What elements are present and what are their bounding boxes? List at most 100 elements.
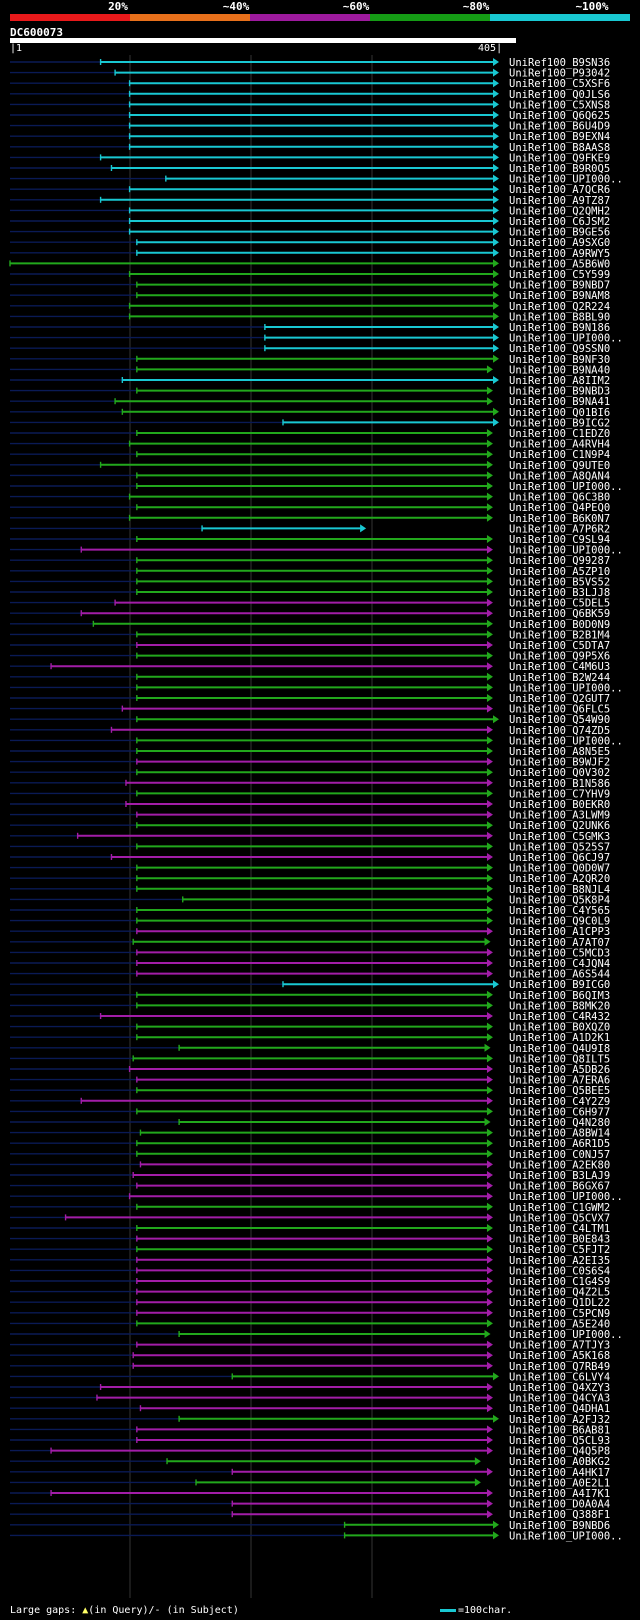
hit-row[interactable]: UniRef100_C5DTA7 [10,640,610,652]
hit-label[interactable]: UniRef100_Q525S7 [509,841,610,853]
hit-row[interactable]: UniRef100_B9N186 [10,322,610,334]
hit-label[interactable]: UniRef100_C6H977 [509,1106,610,1118]
hit-row[interactable]: UniRef100_C6LVY4 [10,1371,610,1383]
hit-label[interactable]: UniRef100_UPI000.. [509,1530,623,1542]
hit-row[interactable]: UniRef100_A5DB26 [10,1064,610,1076]
hit-row[interactable]: UniRef100_B9NF30 [10,354,610,366]
hit-row[interactable]: UniRef100_Q4XZY3 [10,1382,610,1394]
hit-label[interactable]: UniRef100_P93042 [509,68,610,80]
hit-row[interactable]: UniRef100_Q388F1 [10,1509,610,1521]
hit-row[interactable]: UniRef100_UPI000.. [10,545,623,557]
hit-label[interactable]: UniRef100_C4Y2Z9 [509,1096,610,1108]
hit-label[interactable]: UniRef100_C4Y565 [509,905,610,917]
hit-label[interactable]: UniRef100_Q5CVX7 [509,1212,610,1224]
hit-label[interactable]: UniRef100_A3LWM9 [509,810,610,822]
hit-row[interactable]: UniRef100_A7ERA6 [10,1075,610,1087]
hit-label[interactable]: UniRef100_C5XSF6 [509,78,610,90]
hit-row[interactable]: UniRef100_B9NAM8 [10,290,610,302]
hit-row[interactable]: UniRef100_A4HK17 [10,1467,610,1479]
hit-label[interactable]: UniRef100_A2EK80 [509,1159,610,1171]
hit-row[interactable]: UniRef100_B0E843 [10,1234,610,1246]
hit-label[interactable]: UniRef100_Q9P5X6 [509,651,610,663]
hit-label[interactable]: UniRef100_Q2QMH2 [509,205,610,217]
hit-label[interactable]: UniRef100_B9EXN4 [509,131,610,143]
hit-label[interactable]: UniRef100_A8N5E5 [509,746,610,758]
hit-label[interactable]: UniRef100_A9SXG0 [509,237,610,249]
hit-row[interactable]: UniRef100_A1D2K1 [10,1032,610,1044]
hit-label[interactable]: UniRef100_C4JQN4 [509,958,610,970]
hit-label[interactable]: UniRef100_UPI000.. [509,735,623,747]
hit-label[interactable]: UniRef100_B9ICG0 [509,979,610,991]
hit-label[interactable]: UniRef100_A2FJ32 [509,1414,610,1426]
hit-label[interactable]: UniRef100_Q9SSN0 [509,343,610,355]
hit-label[interactable]: UniRef100_C5MCD3 [509,947,610,959]
hit-label[interactable]: UniRef100_Q6BK59 [509,608,610,620]
hit-label[interactable]: UniRef100_B0D0N9 [509,619,610,631]
hit-label[interactable]: UniRef100_B8BL90 [509,311,610,323]
hit-label[interactable]: UniRef100_Q0D0W7 [509,863,610,875]
hit-label[interactable]: UniRef100_Q2R224 [509,301,610,313]
hit-row[interactable]: UniRef100_Q7RB49 [10,1361,610,1373]
hit-label[interactable]: UniRef100_C5DEL5 [509,598,610,610]
hit-row[interactable]: UniRef100_Q54W90 [10,714,610,726]
hit-row[interactable]: UniRef100_C6JSM2 [10,216,610,228]
hit-row[interactable]: UniRef100_UPI000.. [10,1329,623,1341]
hit-label[interactable]: UniRef100_Q4CYA3 [509,1393,610,1405]
hit-row[interactable]: UniRef100_B0XQZ0 [10,1022,610,1034]
hit-row[interactable]: UniRef100_Q4Q5P8 [10,1446,610,1458]
hit-row[interactable]: UniRef100_A8BW14 [10,1128,610,1140]
hit-label[interactable]: UniRef100_C1N9P4 [509,449,610,461]
hit-row[interactable]: UniRef100_B2B1M4 [10,629,610,641]
hit-row[interactable]: UniRef100_B3LAJ9 [10,1170,610,1182]
hit-label[interactable]: UniRef100_Q99287 [509,555,610,567]
hit-row[interactable]: UniRef100_Q4CYA3 [10,1393,610,1405]
hit-row[interactable]: UniRef100_A3LWM9 [10,810,610,822]
hit-label[interactable]: UniRef100_A6S544 [509,969,610,981]
hit-label[interactable]: UniRef100_A5B6W0 [509,258,610,270]
hit-row[interactable]: UniRef100_Q6BK59 [10,608,610,620]
hit-row[interactable]: UniRef100_B8MK20 [10,1000,610,1012]
hit-label[interactable]: UniRef100_Q2GUT7 [509,693,610,705]
hit-row[interactable]: UniRef100_UPI000.. [10,174,623,186]
hit-row[interactable]: UniRef100_C0NJ57 [10,1149,610,1161]
hit-row[interactable]: UniRef100_B9ICG0 [10,979,610,991]
hit-row[interactable]: UniRef100_Q6CJ97 [10,852,610,864]
hit-label[interactable]: UniRef100_B3LJJ8 [509,587,610,599]
hit-row[interactable]: UniRef100_A7TJY3 [10,1340,610,1352]
hit-label[interactable]: UniRef100_Q9UTE0 [509,460,610,472]
hit-row[interactable]: UniRef100_A0BKG2 [10,1456,610,1468]
hit-row[interactable]: UniRef100_B5VS52 [10,576,610,588]
hit-label[interactable]: UniRef100_A9TZ87 [509,195,610,207]
hit-label[interactable]: UniRef100_A5K168 [509,1350,610,1362]
hit-label[interactable]: UniRef100_B9N186 [509,322,610,334]
hit-row[interactable]: UniRef100_Q6FLC5 [10,704,610,716]
hit-row[interactable]: UniRef100_Q4Z2L5 [10,1287,610,1299]
hit-row[interactable]: UniRef100_A6S544 [10,969,610,981]
hit-label[interactable]: UniRef100_A5E240 [509,1318,610,1330]
hit-label[interactable]: UniRef100_Q5K8P4 [509,894,610,906]
hit-label[interactable]: UniRef100_A4RVH4 [509,439,610,451]
hit-row[interactable]: UniRef100_A7AT07 [10,937,610,949]
hit-row[interactable]: UniRef100_B9ICG2 [10,417,610,429]
hit-label[interactable]: UniRef100_B9SN36 [509,57,610,69]
hit-label[interactable]: UniRef100_Q5CL93 [509,1435,610,1447]
hit-row[interactable]: UniRef100_Q0JLS6 [10,89,610,101]
hit-label[interactable]: UniRef100_B9NBD6 [509,1520,610,1532]
hit-row[interactable]: UniRef100_B8AAS8 [10,142,610,154]
hit-label[interactable]: UniRef100_B9NA41 [509,396,610,408]
hit-row[interactable]: UniRef100_Q4PEQ0 [10,502,610,514]
hit-label[interactable]: UniRef100_C5PCN9 [509,1308,610,1320]
hit-label[interactable]: UniRef100_C9SL94 [509,534,610,546]
hit-label[interactable]: UniRef100_Q6FLC5 [509,704,610,716]
hit-label[interactable]: UniRef100_B2W244 [509,672,610,684]
hit-row[interactable]: UniRef100_A5ZP10 [10,566,610,578]
hit-label[interactable]: UniRef100_UPI000.. [509,333,623,345]
hit-label[interactable]: UniRef100_Q6CJ97 [509,852,610,864]
hit-row[interactable]: UniRef100_C5DEL5 [10,598,610,610]
hit-label[interactable]: UniRef100_A7AT07 [509,937,610,949]
hit-row[interactable]: UniRef100_B6AB81 [10,1424,610,1436]
hit-row[interactable]: UniRef100_A8N5E5 [10,746,610,758]
hit-row[interactable]: UniRef100_B8NJL4 [10,884,610,896]
hit-row[interactable]: UniRef100_Q0V302 [10,767,610,779]
hit-row[interactable]: UniRef100_B2W244 [10,672,610,684]
